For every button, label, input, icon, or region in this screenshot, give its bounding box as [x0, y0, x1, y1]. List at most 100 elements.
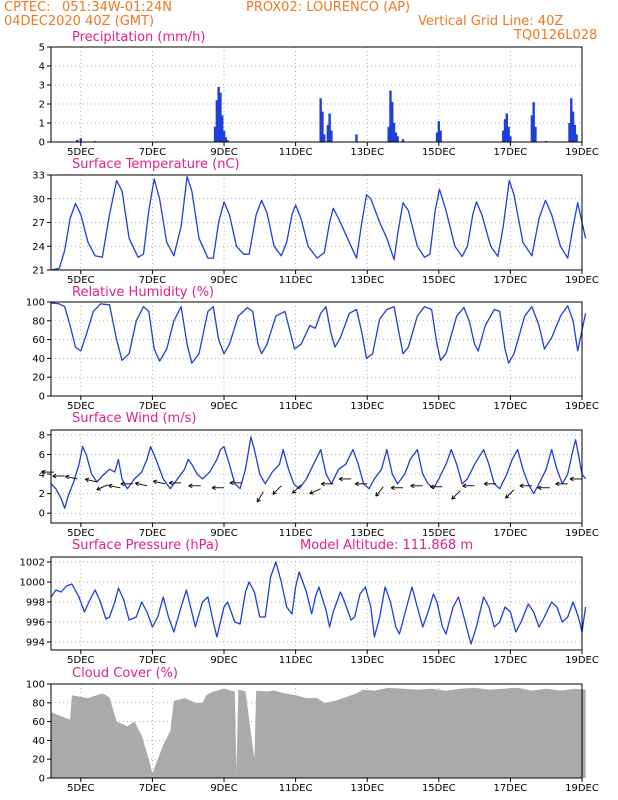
wind-arrow-head	[52, 473, 57, 477]
panel-subtitle: Model Altitude: 111.868 m	[300, 538, 473, 553]
wind-arrow-head	[483, 483, 488, 487]
wind-arrow	[272, 485, 282, 495]
precip-bar	[392, 123, 396, 142]
plot-frame	[50, 46, 583, 143]
x-tick-label: 5DEC	[67, 401, 94, 412]
cloud-cover-area	[51, 687, 586, 778]
x-tick-label: 7DEC	[139, 783, 166, 794]
wind-arrow-head	[41, 469, 46, 473]
wind-arrow-head	[354, 481, 359, 485]
precip-bar	[532, 102, 535, 142]
x-tick-label: 15DEC	[422, 147, 456, 158]
wind-arrow	[292, 484, 302, 494]
y-tick-label: 27	[32, 218, 45, 229]
y-tick-label: 20	[32, 373, 45, 384]
x-tick-label: 9DEC	[210, 147, 237, 158]
wind-arrow	[84, 477, 98, 483]
x-tick-label: 7DEC	[139, 655, 166, 666]
y-tick-label: 998	[26, 598, 45, 609]
x-tick-label: 9DEC	[210, 655, 237, 666]
wind-arrow-head	[135, 481, 140, 484]
y-tick-label: 5	[39, 43, 45, 54]
wind-arrow-head	[229, 482, 234, 486]
vgrid-label: Vertical Grid Line: 40Z	[418, 14, 564, 29]
y-tick-label: 1000	[20, 578, 45, 589]
precip-bar	[222, 130, 226, 142]
wind-arrow	[483, 481, 497, 487]
precip-bar	[221, 115, 224, 142]
wind-arrow	[354, 481, 368, 487]
panel-1: 21 24 27 30 33 5DEC 7DEC 9DEC 11DEC 13DEC 15DEC 17D…	[32, 157, 599, 286]
wind-arrow-head	[292, 491, 297, 494]
precip-bar	[387, 126, 390, 142]
x-tick-label: 11DEC	[279, 783, 313, 794]
precip-bar	[534, 126, 537, 142]
wind-arrow	[309, 488, 321, 495]
x-tick-label: 15DEC	[422, 528, 456, 539]
wind-arrow-head	[108, 483, 113, 486]
x-tick-label: 19DEC	[565, 147, 599, 158]
wind-arrow-shaft	[505, 489, 515, 499]
x-tick-label: 11DEC	[279, 401, 313, 412]
y-tick-label: 33	[32, 171, 45, 182]
wind-arrow	[451, 490, 461, 500]
x-tick-label: 5DEC	[67, 275, 94, 286]
y-tick-label: 2	[39, 489, 45, 500]
precip-bar	[568, 123, 571, 142]
panel-title: Surface Temperature (nC)	[72, 157, 240, 172]
wind-arrow-head	[390, 487, 395, 491]
wind-arrow-head	[338, 476, 343, 480]
precip-bar	[401, 139, 405, 142]
wind-arrow	[135, 481, 148, 487]
wind-arrow-head	[537, 487, 542, 491]
x-tick-label: 9DEC	[210, 783, 237, 794]
x-tick-label: 11DEC	[279, 528, 313, 539]
x-tick-label: 5DEC	[67, 147, 94, 158]
wind-arrow-head	[65, 474, 70, 477]
x-tick-label: 9DEC	[210, 401, 237, 412]
x-tick-label: 15DEC	[422, 655, 456, 666]
wind-arrow-shaft	[272, 485, 282, 495]
x-tick-label: 13DEC	[350, 783, 384, 794]
x-tick-label: 17DEC	[494, 147, 528, 158]
y-tick-label: 994	[26, 638, 45, 649]
precip-bar	[213, 126, 217, 142]
wind-arrow-head	[320, 481, 325, 485]
wind-arrow	[390, 485, 404, 491]
precip-bar	[328, 113, 331, 142]
precip-bar	[76, 139, 79, 142]
wind-arrow-head	[430, 486, 435, 490]
wind-arrow	[338, 476, 352, 482]
panel-2: 0 20 40 60 80 100 5DEC 7DEC 9DEC 11DEC 13DEC 15DEC 1…	[26, 285, 599, 412]
wind-arrow-head	[354, 483, 359, 487]
wind-arrow	[505, 489, 515, 499]
wind-arrow-head	[272, 492, 277, 495]
x-tick-label: 13DEC	[350, 147, 384, 158]
wind-arrow	[410, 483, 423, 489]
y-tick-label: 1002	[20, 558, 45, 569]
x-tick-label: 9DEC	[210, 275, 237, 286]
precip-bar	[570, 98, 573, 142]
y-tick-label: 40	[32, 736, 45, 747]
wind-arrow-head	[555, 483, 560, 487]
wind-arrow	[211, 485, 225, 491]
x-tick-label: 19DEC	[565, 275, 599, 286]
y-tick-label: 4	[39, 470, 45, 481]
x-tick-label: 11DEC	[279, 655, 313, 666]
x-tick-label: 15DEC	[422, 401, 456, 412]
wind-arrow-head	[292, 489, 295, 494]
wind-arrow	[430, 484, 443, 490]
wind-arrow-head	[309, 490, 313, 494]
y-tick-label: 1	[39, 119, 45, 130]
panel-5: 0 20 40 60 80 100 5DEC 7DEC 9DEC 11DEC 13DEC 15DEC 1…	[26, 666, 599, 794]
org-label: CPTEC:	[4, 0, 51, 15]
station-label: PROX02: LOURENCO (AP)	[246, 0, 411, 15]
plot-frame	[50, 301, 583, 397]
wind-arrow-head	[120, 481, 125, 485]
precip-bar	[215, 100, 219, 142]
wind-arrow-head	[569, 478, 574, 482]
precip-bar	[503, 119, 507, 142]
wind-arrow	[519, 483, 532, 489]
wind-arrow-shaft	[451, 490, 461, 500]
